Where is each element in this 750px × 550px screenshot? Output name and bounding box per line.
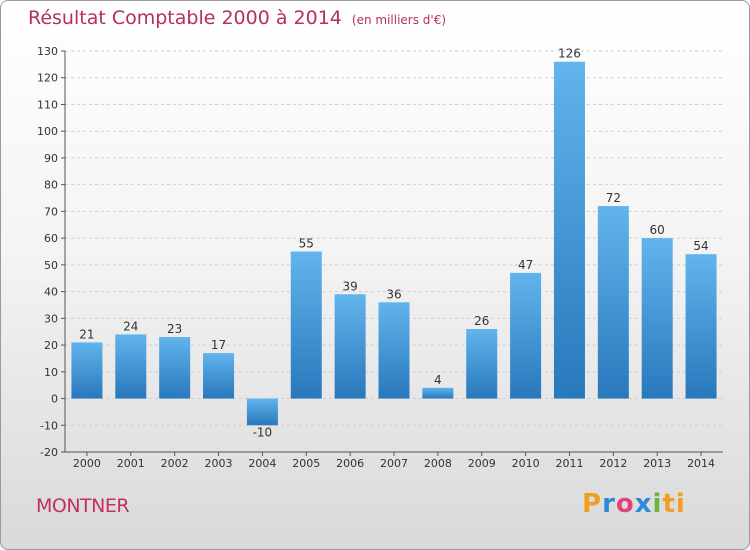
- data-label: 36: [386, 287, 401, 301]
- data-label: 126: [558, 47, 581, 61]
- y-tick-label: 50: [44, 259, 58, 272]
- x-tick-label: 2008: [424, 457, 452, 470]
- logo-letter: r: [602, 489, 616, 519]
- y-tick-label: 20: [44, 339, 58, 352]
- bar: [378, 302, 410, 399]
- data-label: 24: [123, 319, 138, 333]
- x-tick-label: 2002: [161, 457, 189, 470]
- x-tick-label: 2009: [468, 457, 496, 470]
- x-tick-label: 2007: [380, 457, 408, 470]
- data-label: 39: [342, 279, 357, 293]
- bar: [466, 329, 498, 399]
- x-tick-label: 2003: [205, 457, 233, 470]
- data-label: 4: [434, 373, 442, 387]
- bar: [159, 337, 191, 399]
- logo-letter: x: [634, 489, 653, 519]
- y-tick-label: 90: [44, 152, 58, 165]
- y-tick-label: 70: [44, 205, 58, 218]
- data-label: -10: [253, 425, 273, 439]
- y-tick-label: -20: [40, 446, 58, 459]
- y-tick-label: 40: [44, 286, 58, 299]
- bar: [422, 387, 454, 399]
- chart-title: Résultat Comptable 2000 à 2014 (en millie…: [28, 7, 446, 29]
- y-tick-label: 100: [37, 125, 58, 138]
- y-tick-label: 0: [51, 393, 58, 406]
- data-label: 55: [299, 237, 314, 251]
- bar: [290, 251, 322, 399]
- chart-title-text: Résultat Comptable 2000 à 2014: [28, 7, 342, 29]
- data-label: 72: [606, 191, 621, 205]
- bar: [641, 238, 673, 399]
- y-tick-label: 80: [44, 179, 58, 192]
- data-label: 26: [474, 314, 489, 328]
- bar: [334, 294, 366, 399]
- x-tick-label: 2013: [643, 457, 671, 470]
- x-tick-label: 2004: [248, 457, 276, 470]
- logo-letter: ti: [662, 489, 686, 519]
- bar: [553, 61, 585, 399]
- commune-name: MONTNER: [36, 495, 130, 517]
- bar: [246, 398, 278, 426]
- bar: [597, 206, 629, 399]
- x-tick-label: 2011: [555, 457, 583, 470]
- x-tick-label: 2014: [687, 457, 715, 470]
- logo-letter: o: [615, 489, 635, 519]
- proxiti-logo: Proxiti: [582, 489, 686, 519]
- y-tick-label: -10: [40, 419, 58, 432]
- x-tick-label: 2010: [512, 457, 540, 470]
- logo-letter: P: [582, 489, 603, 519]
- y-tick-label: 120: [37, 72, 58, 85]
- data-label: 23: [167, 322, 182, 336]
- y-tick-label: 30: [44, 312, 58, 325]
- data-label: 47: [518, 258, 533, 272]
- y-tick-label: 10: [44, 366, 58, 379]
- data-label: 17: [211, 338, 226, 352]
- data-label: 60: [650, 223, 665, 237]
- bar: [510, 272, 542, 399]
- x-tick-label: 2000: [73, 457, 101, 470]
- y-tick-label: 60: [44, 232, 58, 245]
- bar: [115, 334, 147, 399]
- y-tick-label: 130: [37, 45, 58, 58]
- data-label: 21: [79, 327, 94, 341]
- x-tick-label: 2012: [599, 457, 627, 470]
- data-label: 54: [693, 239, 708, 253]
- x-tick-label: 2006: [336, 457, 364, 470]
- bar: [71, 342, 103, 399]
- y-tick-label: 110: [37, 98, 58, 111]
- x-tick-label: 2001: [117, 457, 145, 470]
- bar: [203, 353, 235, 399]
- chart-unit: (en milliers d'€): [351, 13, 447, 27]
- logo-letter: i: [652, 489, 663, 519]
- bar: [685, 254, 717, 399]
- x-tick-label: 2005: [292, 457, 320, 470]
